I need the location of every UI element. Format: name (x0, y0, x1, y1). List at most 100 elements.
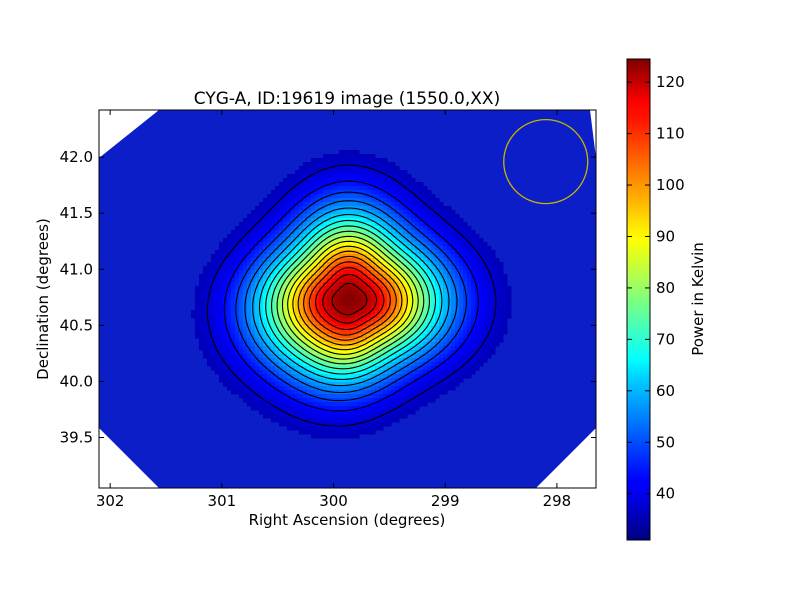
heatmap-cell (211, 310, 216, 315)
heatmap-cell (287, 230, 292, 235)
heatmap-cell (215, 334, 220, 339)
heatmap-cell (347, 278, 352, 283)
heatmap-cell (279, 414, 284, 419)
heatmap-cell (223, 270, 228, 275)
heatmap-cell (239, 242, 244, 247)
heatmap-cell (343, 230, 348, 235)
heatmap-cell (491, 278, 496, 283)
heatmap-cell (291, 214, 296, 219)
heatmap-cell (287, 378, 292, 383)
heatmap-cell (419, 334, 424, 339)
heatmap-cell (299, 422, 304, 427)
heatmap-cell (399, 262, 404, 267)
heatmap-cell (411, 270, 416, 275)
heatmap-cell (231, 302, 236, 307)
heatmap-cell (331, 182, 336, 187)
heatmap-cell (391, 290, 396, 295)
heatmap-cell (251, 358, 256, 363)
heatmap-cell (479, 318, 484, 323)
heatmap-cell (431, 334, 436, 339)
heatmap-cell (199, 282, 204, 287)
heatmap-cell (463, 314, 468, 319)
contour-line (297, 250, 403, 346)
heatmap-cell (263, 322, 268, 327)
heatmap-cell (275, 194, 280, 199)
heatmap-cell (315, 238, 320, 243)
heatmap-cell (431, 350, 436, 355)
heatmap-cell (355, 414, 360, 419)
heatmap-cell (495, 306, 500, 311)
heatmap-cell (343, 242, 348, 247)
heatmap-cell (279, 354, 284, 359)
heatmap-cell (383, 194, 388, 199)
heatmap-cell (319, 266, 324, 271)
y-tick-label: 41.5 (60, 204, 93, 222)
heatmap-cell (439, 314, 444, 319)
heatmap-cell (399, 370, 404, 375)
heatmap-cell (407, 182, 412, 187)
heatmap-cell (423, 210, 428, 215)
heatmap-cell (251, 238, 256, 243)
heatmap-cell (335, 286, 340, 291)
heatmap-cell (471, 246, 476, 251)
heatmap-cell (331, 154, 336, 159)
heatmap-cell (439, 278, 444, 283)
heatmap-cell (307, 218, 312, 223)
heatmap-cell (335, 254, 340, 259)
heatmap-cell (507, 286, 512, 291)
heatmap-cell (327, 354, 332, 359)
heatmap-cell (379, 282, 384, 287)
y-tick-label: 42.0 (60, 148, 93, 166)
heatmap-cell (239, 266, 244, 271)
heatmap-cell (327, 422, 332, 427)
heatmap-cell (287, 306, 292, 311)
heatmap-cell (379, 270, 384, 275)
heatmap-cell (315, 354, 320, 359)
heatmap-cell (263, 378, 268, 383)
heatmap-cell (439, 302, 444, 307)
heatmap-cell (239, 354, 244, 359)
heatmap-cell (259, 346, 264, 351)
heatmap-cell (255, 262, 260, 267)
heatmap-cell (263, 310, 268, 315)
heatmap-cell (287, 394, 292, 399)
heatmap-cell (299, 418, 304, 423)
heatmap-cell (275, 254, 280, 259)
heatmap-cell (275, 202, 280, 207)
heatmap-cell (391, 262, 396, 267)
heatmap-cell (407, 282, 412, 287)
heatmap-cell (411, 294, 416, 299)
heatmap-cell (295, 354, 300, 359)
heatmap-cell (343, 318, 348, 323)
heatmap-cell (223, 358, 228, 363)
heatmap-cell (251, 394, 256, 399)
heatmap-cell (219, 246, 224, 251)
heatmap-cell (439, 346, 444, 351)
heatmap-cell (311, 430, 316, 435)
heatmap-cell (339, 422, 344, 427)
heatmap-cell (283, 234, 288, 239)
heatmap-cell (243, 238, 248, 243)
heatmap-cell (267, 282, 272, 287)
heatmap-cell (479, 250, 484, 255)
heatmap-cell (335, 346, 340, 351)
heatmap-cell (327, 386, 332, 391)
heatmap-cell (455, 238, 460, 243)
heatmap-cell (283, 406, 288, 411)
heatmap-cell (435, 274, 440, 279)
heatmap-cell (339, 178, 344, 183)
heatmap-cell (371, 234, 376, 239)
heatmap-cell (415, 334, 420, 339)
heatmap-cell (311, 238, 316, 243)
heatmap-cell (415, 238, 420, 243)
heatmap-cell (487, 290, 492, 295)
heatmap-cell (219, 278, 224, 283)
heatmap-cell (363, 166, 368, 171)
heatmap-cell (403, 178, 408, 183)
heatmap-cell (383, 342, 388, 347)
heatmap-cell (447, 350, 452, 355)
heatmap-cell (339, 254, 344, 259)
heatmap-cell (307, 398, 312, 403)
heatmap-cell (411, 274, 416, 279)
heatmap-cell (379, 406, 384, 411)
